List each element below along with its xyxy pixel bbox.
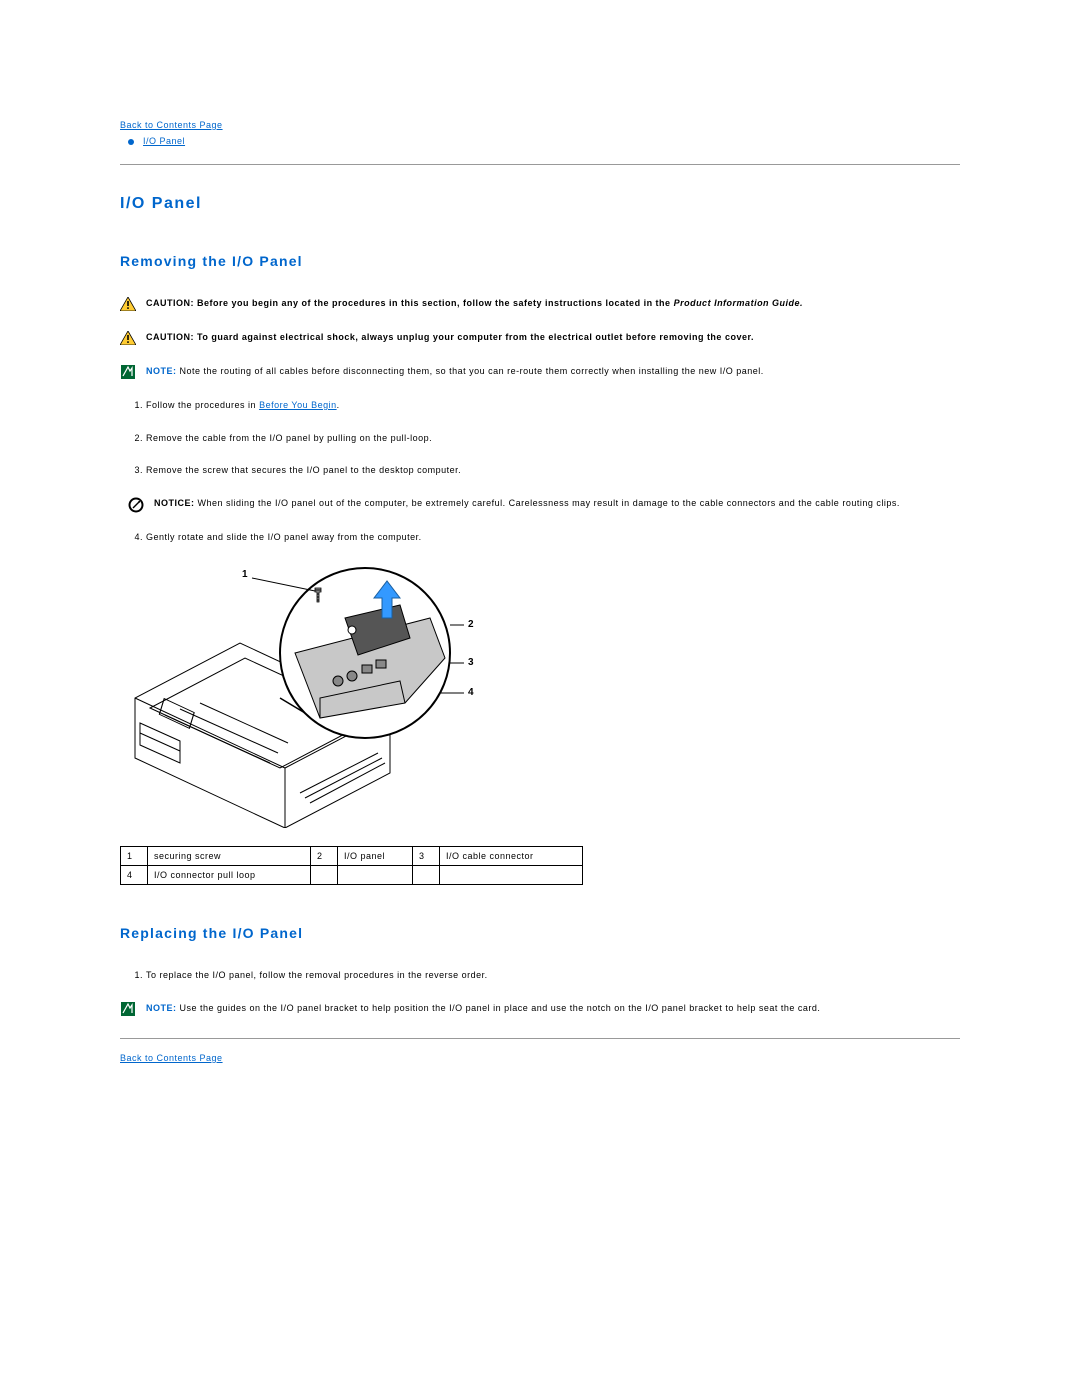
note-row-2: NOTE: Use the guides on the I/O panel br… — [120, 1002, 960, 1016]
replace-step-1: To replace the I/O panel, follow the rem… — [146, 969, 960, 982]
page-root: Back to Contents Page I/O Panel I/O Pane… — [0, 0, 1080, 1397]
remove-steps-1-3: Follow the procedures in Before You Begi… — [128, 399, 960, 477]
cell: I/O panel — [338, 847, 413, 866]
cell — [413, 866, 440, 885]
cell: 2 — [311, 847, 338, 866]
caution-1-italic: Product Information Guide. — [674, 298, 804, 308]
table-row: 4 I/O connector pull loop — [121, 866, 583, 885]
notice-text: NOTICE: When sliding the I/O panel out o… — [154, 497, 960, 511]
caution-label: CAUTION: — [146, 298, 197, 308]
divider-top — [120, 164, 960, 165]
cell: I/O cable connector — [440, 847, 583, 866]
notice-icon — [128, 497, 144, 513]
bottom-nav: Back to Contents Page — [120, 1053, 960, 1063]
cell: 3 — [413, 847, 440, 866]
back-to-contents-link-top[interactable]: Back to Contents Page — [120, 120, 223, 130]
step-1-b: . — [337, 400, 340, 410]
note-1-text: NOTE: Note the routing of all cables bef… — [146, 365, 960, 379]
caution-label: CAUTION: — [146, 332, 197, 342]
step-2: Remove the cable from the I/O panel by p… — [146, 432, 960, 445]
callout-1: 1 — [242, 569, 248, 580]
note-label: NOTE: — [146, 366, 180, 376]
note-1-body: Note the routing of all cables before di… — [180, 366, 764, 376]
note-icon — [120, 365, 136, 379]
step-1: Follow the procedures in Before You Begi… — [146, 399, 960, 412]
heading-io-panel: I/O Panel — [120, 195, 960, 213]
caution-icon — [120, 297, 136, 311]
io-panel-toc-link[interactable]: I/O Panel — [143, 136, 185, 146]
caution-1-body: Before you begin any of the procedures i… — [197, 298, 674, 308]
note-2-text: NOTE: Use the guides on the I/O panel br… — [146, 1002, 960, 1016]
table-row: 1 securing screw 2 I/O panel 3 I/O cable… — [121, 847, 583, 866]
divider-bottom — [120, 1038, 960, 1039]
before-you-begin-link[interactable]: Before You Begin — [259, 400, 337, 410]
parts-table: 1 securing screw 2 I/O panel 3 I/O cable… — [120, 846, 583, 885]
cell — [440, 866, 583, 885]
note-label: NOTE: — [146, 1003, 180, 1013]
caution-1-text: CAUTION: Before you begin any of the pro… — [146, 297, 960, 311]
step-1-a: Follow the procedures in — [146, 400, 259, 410]
callout-2: 2 — [468, 619, 474, 630]
top-nav: Back to Contents Page — [120, 120, 960, 130]
io-panel-diagram: 1 2 3 4 — [120, 563, 475, 828]
notice-body: When sliding the I/O panel out of the co… — [198, 498, 900, 508]
note-2-body: Use the guides on the I/O panel bracket … — [180, 1003, 821, 1013]
caution-icon — [120, 331, 136, 345]
cell — [311, 866, 338, 885]
caution-2-text: CAUTION: To guard against electrical sho… — [146, 331, 960, 345]
heading-removing: Removing the I/O Panel — [120, 253, 960, 269]
caution-2-body: To guard against electrical shock, alway… — [197, 332, 754, 342]
cell: 1 — [121, 847, 148, 866]
cell: I/O connector pull loop — [148, 866, 311, 885]
remove-steps-4: Gently rotate and slide the I/O panel aw… — [128, 531, 960, 544]
note-icon — [120, 1002, 136, 1016]
toc-bullet-row: I/O Panel — [128, 136, 960, 146]
cell: 4 — [121, 866, 148, 885]
step-4: Gently rotate and slide the I/O panel aw… — [146, 531, 960, 544]
step-3: Remove the screw that secures the I/O pa… — [146, 464, 960, 477]
replace-steps: To replace the I/O panel, follow the rem… — [128, 969, 960, 982]
notice-row: NOTICE: When sliding the I/O panel out o… — [128, 497, 960, 513]
heading-replacing: Replacing the I/O Panel — [120, 925, 960, 941]
callout-4: 4 — [468, 687, 474, 698]
note-row-1: NOTE: Note the routing of all cables bef… — [120, 365, 960, 379]
callout-3: 3 — [468, 657, 474, 668]
diagram-svg — [120, 563, 475, 828]
back-to-contents-link-bottom[interactable]: Back to Contents Page — [120, 1053, 223, 1063]
cell — [338, 866, 413, 885]
cell: securing screw — [148, 847, 311, 866]
caution-row-2: CAUTION: To guard against electrical sho… — [120, 331, 960, 345]
notice-label: NOTICE: — [154, 498, 198, 508]
caution-row-1: CAUTION: Before you begin any of the pro… — [120, 297, 960, 311]
